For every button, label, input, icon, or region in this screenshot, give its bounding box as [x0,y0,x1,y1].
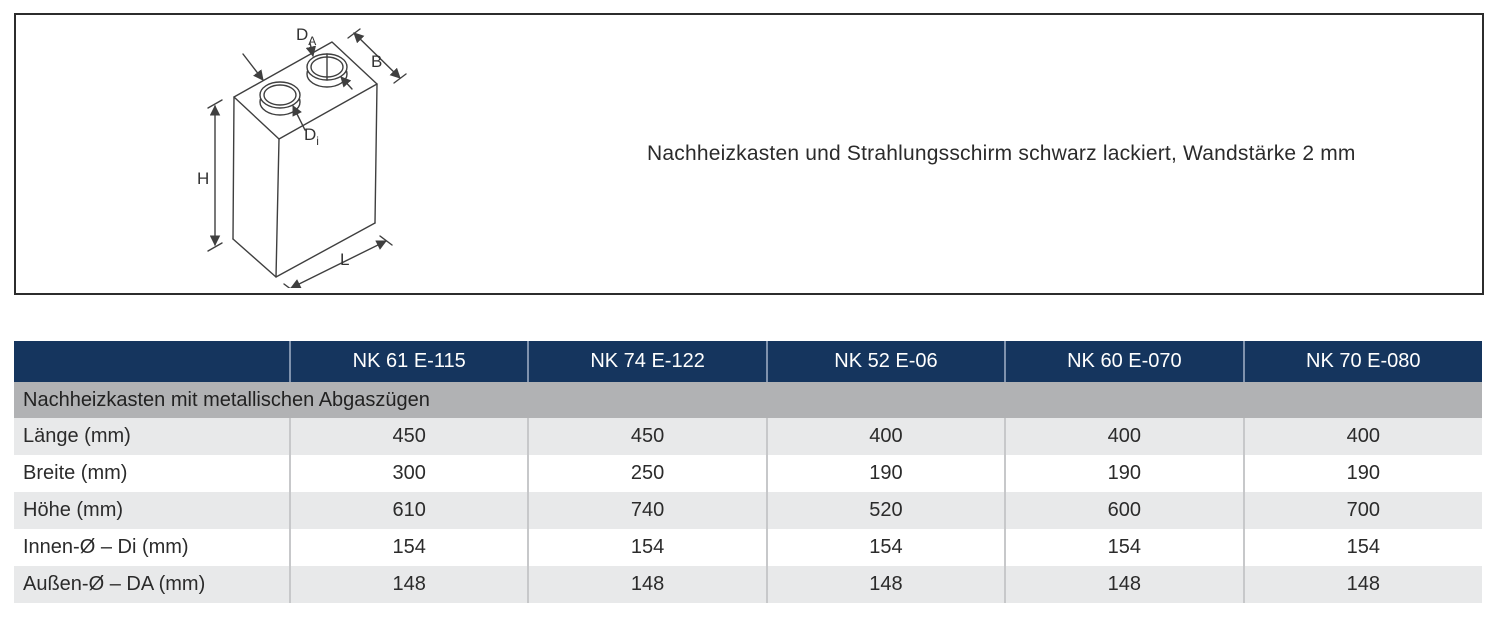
label-width: B [371,52,382,71]
section-title: Nachheizkasten mit metallischen Abgaszüg… [14,382,1482,418]
cell-value: 400 [1004,418,1244,455]
label-da-sub: A [308,34,316,48]
cell-value: 148 [527,566,767,603]
dim-outer-diameter: DA [242,25,316,81]
cell-value: 400 [1242,418,1482,455]
cell-value: 700 [1242,492,1482,529]
cell-value: 610 [288,492,529,529]
cell-value: 154 [1242,529,1482,566]
cell-value: 400 [765,418,1006,455]
label-da-main: D [296,25,308,44]
cell-value: 154 [288,529,529,566]
row-label: Außen-Ø – DA (mm) [14,566,290,603]
cell-value: 148 [765,566,1006,603]
diagram-panel: H L B DA [14,13,1484,295]
col-header-nk70: NK 70 E-080 [1242,341,1482,382]
cell-value: 740 [527,492,767,529]
dim-width: B [347,28,407,84]
cell-value: 520 [765,492,1006,529]
row-label: Höhe (mm) [14,492,290,529]
col-header-empty [14,341,290,382]
col-header-nk74: NK 74 E-122 [527,341,767,382]
panel-caption: Nachheizkasten und Strahlungsschirm schw… [647,142,1356,165]
spec-table: NK 61 E-115 NK 74 E-122 NK 52 E-06 NK 60… [14,341,1482,603]
table-row-laenge: Länge (mm) 450 450 400 400 400 [14,418,1482,455]
label-height: H [197,169,209,188]
outer-pipe-opening [306,53,348,88]
col-header-nk60: NK 60 E-070 [1004,341,1244,382]
cell-value: 154 [765,529,1006,566]
cell-value: 250 [527,455,767,492]
dim-inner-diameter: Di [292,76,353,148]
cell-value: 190 [1004,455,1244,492]
label-inner-diameter: Di [304,125,319,148]
table-row-hoehe: Höhe (mm) 610 740 520 600 700 [14,492,1482,529]
cell-value: 154 [1004,529,1244,566]
box-diagram-svg: H L B DA [197,25,407,294]
box-outline [232,41,378,278]
label-length: L [340,250,349,269]
table-row-aussen-durchmesser: Außen-Ø – DA (mm) 148 148 148 148 148 [14,566,1482,603]
cell-value: 148 [1004,566,1244,603]
col-header-nk61: NK 61 E-115 [288,341,529,382]
label-width-text: B [371,52,382,71]
cell-value: 190 [765,455,1006,492]
inner-pipe-opening [259,81,301,116]
label-di-main: D [304,125,316,144]
nachheizkasten-diagram: H L B DA [194,16,424,294]
cell-value: 450 [288,418,529,455]
row-label: Länge (mm) [14,418,290,455]
col-header-nk52: NK 52 E-06 [765,341,1006,382]
cell-value: 148 [288,566,529,603]
cell-value: 600 [1004,492,1244,529]
cell-value: 148 [1242,566,1482,603]
cell-value: 154 [527,529,767,566]
cell-value: 190 [1242,455,1482,492]
row-label: Innen-Ø – Di (mm) [14,529,290,566]
label-di-sub: i [316,134,319,148]
dim-height: H [197,99,223,252]
label-outer-diameter: DA [296,25,316,48]
cell-value: 300 [288,455,529,492]
table-section-row: Nachheizkasten mit metallischen Abgaszüg… [14,382,1482,418]
table-row-breite: Breite (mm) 300 250 190 190 190 [14,455,1482,492]
cell-value: 450 [527,418,767,455]
table-row-innen-durchmesser: Innen-Ø – Di (mm) 154 154 154 154 154 [14,529,1482,566]
table-header-row: NK 61 E-115 NK 74 E-122 NK 52 E-06 NK 60… [14,341,1482,382]
row-label: Breite (mm) [14,455,290,492]
